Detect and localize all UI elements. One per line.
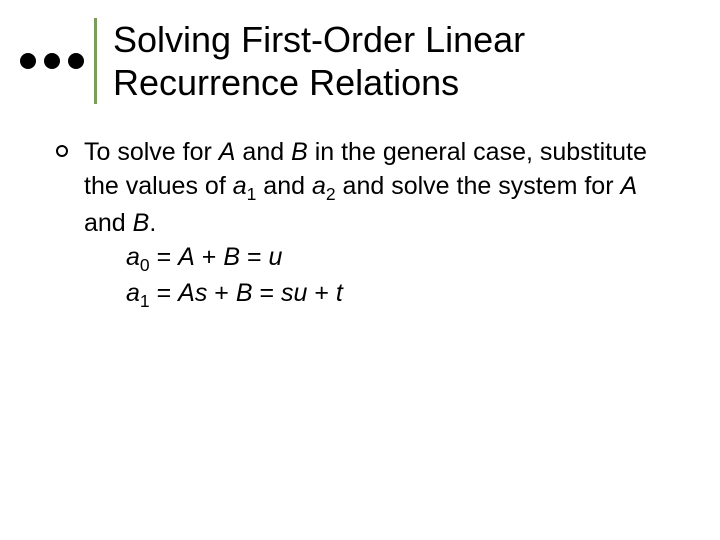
subscript-2: 2 xyxy=(326,184,336,204)
text-fragment: and xyxy=(256,172,312,200)
slide-header: Solving First-Order Linear Recurrence Re… xyxy=(0,0,720,112)
text-fragment: and xyxy=(235,138,291,166)
variable-As: As xyxy=(178,279,207,307)
variable-su: su xyxy=(281,279,307,307)
slide-title: Solving First-Order Linear Recurrence Re… xyxy=(113,18,525,104)
variable-a: a xyxy=(126,279,140,307)
subscript-0: 0 xyxy=(140,255,150,275)
text-fragment: To solve for xyxy=(84,138,219,166)
text-fragment: = xyxy=(150,279,179,307)
text-fragment: + xyxy=(195,243,224,271)
text-fragment: = xyxy=(253,279,282,307)
variable-B: B xyxy=(291,138,308,166)
slide-body: To solve for A and B in the general case… xyxy=(0,112,720,313)
title-line-1: Solving First-Order Linear xyxy=(113,19,525,60)
title-line-2: Recurrence Relations xyxy=(113,62,459,103)
dot-icon xyxy=(44,53,60,69)
text-fragment: + xyxy=(307,279,336,307)
text-fragment: + xyxy=(207,279,236,307)
equation-line-1: a0 = A + B = u xyxy=(84,241,680,278)
variable-a: a xyxy=(312,172,326,200)
variable-a: a xyxy=(126,243,140,271)
dot-icon xyxy=(20,53,36,69)
variable-B: B xyxy=(133,209,150,237)
title-divider-bar xyxy=(94,18,97,104)
hollow-circle-icon xyxy=(56,145,68,157)
variable-t: t xyxy=(336,279,343,307)
subscript-1: 1 xyxy=(247,184,257,204)
variable-u: u xyxy=(269,243,283,271)
variable-A: A xyxy=(178,243,195,271)
variable-a: a xyxy=(233,172,247,200)
dot-icon xyxy=(68,53,84,69)
variable-B: B xyxy=(223,243,240,271)
text-fragment: . xyxy=(149,209,156,237)
text-fragment: = xyxy=(150,243,179,271)
variable-A: A xyxy=(219,138,236,166)
text-fragment: = xyxy=(240,243,269,271)
text-fragment: and xyxy=(84,209,133,237)
body-text-block: To solve for A and B in the general case… xyxy=(84,136,680,313)
text-fragment: and solve the system for xyxy=(336,172,621,200)
variable-B: B xyxy=(236,279,253,307)
subscript-1: 1 xyxy=(140,291,150,311)
decorative-dots xyxy=(20,53,84,69)
equation-line-2: a1 = As + B = su + t xyxy=(84,277,680,314)
variable-A: A xyxy=(620,172,637,200)
bullet-item: To solve for A and B in the general case… xyxy=(56,136,680,313)
